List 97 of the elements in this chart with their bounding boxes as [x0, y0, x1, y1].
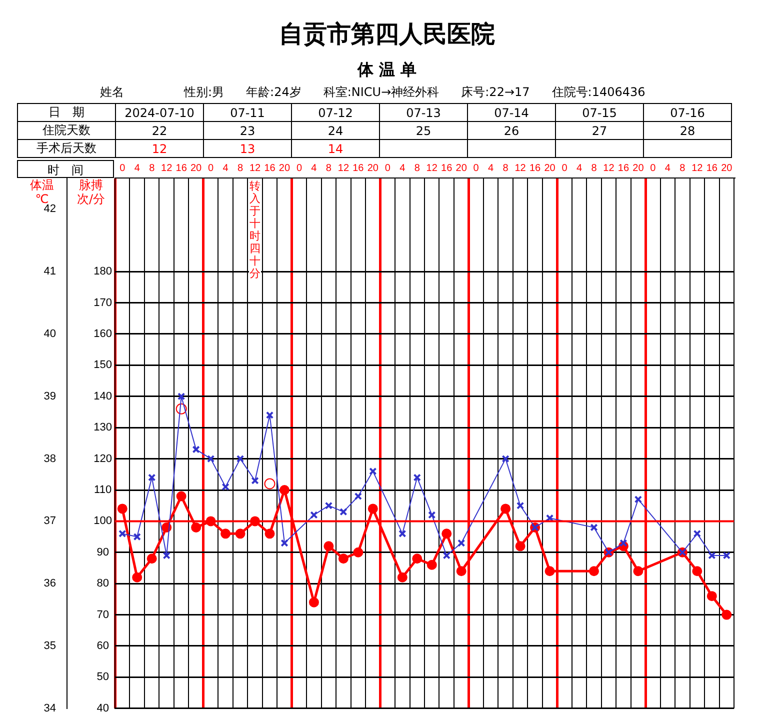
y2-tick-label: 170	[94, 296, 112, 309]
text: 07-11	[204, 104, 292, 122]
x-tick-label: 20	[190, 162, 202, 174]
text: 07-12	[292, 104, 380, 122]
text: 22	[116, 122, 204, 140]
x-tick-label: 16	[176, 162, 188, 174]
y-tick-label: 35	[44, 640, 56, 652]
y2-tick-label: 60	[96, 640, 109, 652]
y-tick-label: 36	[44, 578, 56, 590]
x-tick-label: 8	[414, 162, 420, 174]
x-tick-label: 20	[632, 162, 644, 174]
text: 2024-07-10	[116, 104, 204, 122]
y2-tick-label: 80	[96, 578, 109, 590]
x-tick-label: 4	[488, 162, 494, 174]
y-tick-label: 34	[44, 702, 56, 714]
chart-title: 自贡市第四人民医院	[278, 18, 496, 50]
y-tick-label: 38	[44, 452, 56, 465]
text: 时 间	[17, 160, 114, 178]
x-tick-label: 12	[692, 162, 704, 174]
y2-tick-label: 50	[96, 671, 109, 684]
x-tick-label: 16	[706, 162, 718, 174]
text: 科室:NICU→神经外科	[323, 85, 440, 99]
text: 07-14	[468, 104, 556, 122]
x-tick-label: 4	[400, 162, 406, 174]
x-tick-label: 0	[562, 162, 568, 174]
text: 12	[116, 140, 204, 158]
x-tick-label: 16	[264, 162, 276, 174]
x-tick-label: 4	[311, 162, 318, 174]
x-tick-label: 8	[237, 162, 244, 174]
x-tick-label: 20	[721, 162, 733, 174]
y2-axis-title: 脉搏次/分	[76, 178, 106, 206]
y-tick-label: 40	[44, 328, 56, 340]
text: 25	[380, 122, 468, 140]
x-tick-label: 16	[352, 162, 364, 174]
y-tick-label: 39	[44, 390, 56, 402]
text: 住院天数	[18, 122, 116, 140]
y2-tick-label: 150	[94, 359, 112, 372]
x-tick-label: 20	[367, 162, 379, 174]
x-tick-label: 4	[222, 162, 229, 174]
x-tick-label: 4	[664, 162, 671, 174]
text: 23	[204, 122, 292, 140]
text: 姓名	[100, 85, 124, 99]
x-tick-label: 0	[473, 162, 480, 174]
x-tick-label: 0	[650, 162, 656, 174]
text: 年龄:24岁	[246, 85, 302, 99]
x-tick-label: 16	[441, 162, 453, 174]
text: 日 期	[18, 104, 116, 122]
text: 26	[468, 122, 556, 140]
x-tick-label: 8	[680, 162, 686, 174]
x-tick-label: 16	[618, 162, 630, 174]
y2-tick-label: 120	[94, 452, 112, 465]
x-tick-label: 0	[384, 162, 391, 174]
y2-tick-label: 90	[96, 546, 109, 558]
annotation: 转入于十时四十分	[250, 179, 261, 280]
y2-tick-label: 180	[94, 266, 112, 278]
x-tick-label: 8	[591, 162, 598, 174]
text: 手术后天数	[18, 140, 116, 158]
x-tick-label: 12	[161, 162, 173, 174]
x-tick-label: 0	[296, 162, 302, 174]
x-tick-label: 20	[544, 162, 556, 174]
y-tick-label: 37	[44, 515, 56, 528]
chart-subtitle: 体 温 单	[356, 60, 418, 81]
y2-tick-label: 110	[94, 484, 112, 496]
x-tick-label: 12	[514, 162, 526, 174]
text: 07-15	[556, 104, 644, 122]
x-tick-label: 4	[576, 162, 582, 174]
x-tick-label: 0	[120, 162, 126, 174]
text: 07-13	[380, 104, 468, 122]
text: 床号:22→17	[461, 85, 530, 99]
y2-tick-label: 160	[94, 328, 112, 340]
x-tick-label: 4	[134, 162, 140, 174]
x-tick-label: 12	[426, 162, 438, 174]
y2-tick-label: 40	[96, 702, 109, 714]
y2-tick-label: 140	[94, 390, 112, 402]
text: 性别:男	[184, 85, 224, 99]
y-tick-label: 42	[44, 203, 56, 216]
x-tick-label: 0	[208, 162, 214, 174]
x-tick-label: 12	[338, 162, 350, 174]
y-tick-label: 41	[44, 266, 56, 278]
x-tick-label: 20	[456, 162, 468, 174]
x-tick-label: 8	[326, 162, 332, 174]
x-tick-label: 8	[149, 162, 156, 174]
x-tick-label: 12	[603, 162, 615, 174]
y2-tick-label: 100	[94, 515, 112, 528]
text: 住院号:1406436	[552, 85, 646, 99]
y2-tick-label: 70	[96, 608, 109, 621]
text: 13	[204, 140, 292, 158]
x-tick-label: 20	[278, 162, 290, 174]
x-tick-label: 12	[249, 162, 262, 174]
text: 14	[292, 140, 380, 158]
x-tick-label: 8	[502, 162, 509, 174]
text: 24	[292, 122, 380, 140]
y2-tick-label: 130	[94, 422, 112, 434]
text: 07-16	[644, 104, 732, 122]
x-tick-label: 16	[529, 162, 542, 174]
text: 27	[556, 122, 644, 140]
text: 28	[644, 122, 732, 140]
